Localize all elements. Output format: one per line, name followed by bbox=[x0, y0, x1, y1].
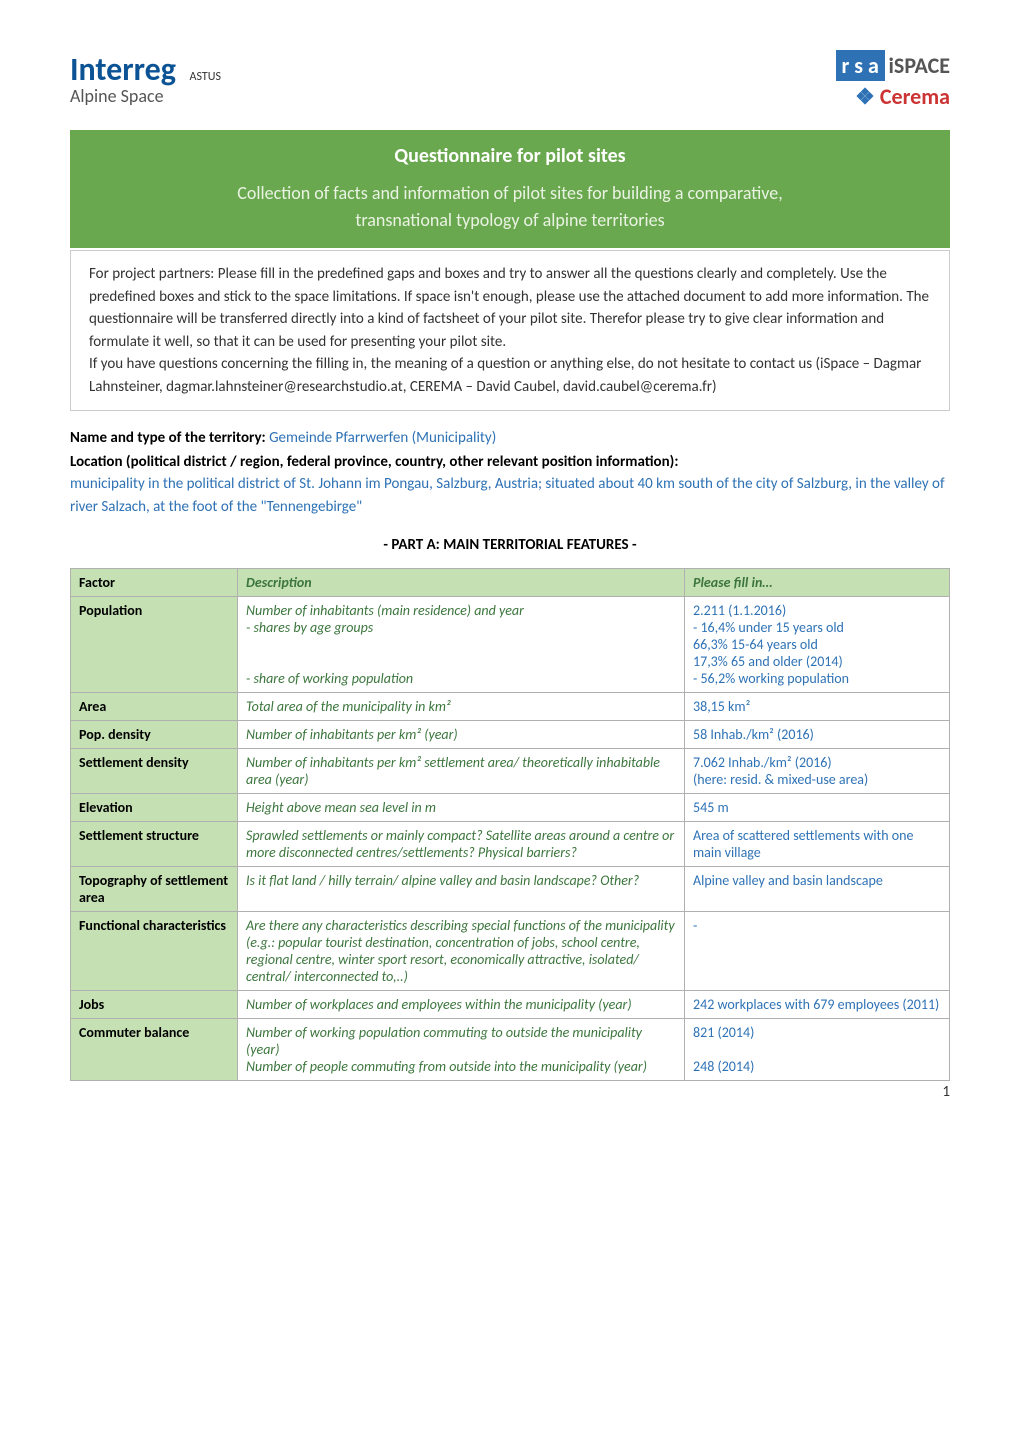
description-cell: Number of working population commuting t… bbox=[238, 1019, 685, 1081]
factor-cell: Area bbox=[71, 693, 238, 721]
title-banner: Questionnaire for pilot sites Collection… bbox=[70, 130, 950, 248]
interreg-logo: Interreg ASTUS Alpine Space bbox=[70, 50, 221, 107]
fill-cell: 821 (2014) 248 (2014) bbox=[685, 1019, 950, 1081]
table-row: Functional characteristicsAre there any … bbox=[71, 912, 950, 991]
factor-cell: Jobs bbox=[71, 991, 238, 1019]
part-heading: - PART A: MAIN TERRITORIAL FEATURES - bbox=[70, 536, 950, 554]
factor-cell: Elevation bbox=[71, 794, 238, 822]
table-row: Settlement structureSprawled settlements… bbox=[71, 822, 950, 867]
page-number: 1 bbox=[942, 1083, 950, 1101]
cerema-text: Cerema bbox=[880, 83, 950, 110]
name-type-value: Gemeinde Pfarrwerfen (Municipality) bbox=[269, 429, 496, 447]
table-row: Settlement densityNumber of inhabitants … bbox=[71, 749, 950, 794]
location-label-line: Location (political district / region, f… bbox=[70, 453, 950, 471]
table-row: AreaTotal area of the municipality in km… bbox=[71, 693, 950, 721]
table-row: Commuter balanceNumber of working popula… bbox=[71, 1019, 950, 1081]
description-cell: Is it flat land / hilly terrain/ alpine … bbox=[238, 867, 685, 912]
cerema-logo: ❖ Cerema bbox=[836, 83, 951, 110]
description-cell: Number of inhabitants per km² (year) bbox=[238, 721, 685, 749]
banner-title: Questionnaire for pilot sites bbox=[90, 144, 930, 168]
banner-sub-line2: transnational typology of alpine territo… bbox=[90, 207, 930, 234]
fill-cell: 545 m bbox=[685, 794, 950, 822]
name-type-label: Name and type of the territory: bbox=[70, 429, 269, 447]
col-factor: Factor bbox=[71, 569, 238, 597]
fill-cell: 2.211 (1.1.2016) - 16,4% under 15 years … bbox=[685, 597, 950, 693]
table-row: Pop. densityNumber of inhabitants per km… bbox=[71, 721, 950, 749]
fill-cell: 58 Inhab./km² (2016) bbox=[685, 721, 950, 749]
header-logos: Interreg ASTUS Alpine Space r s a iSPACE… bbox=[70, 50, 950, 110]
description-cell: Height above mean sea level in m bbox=[238, 794, 685, 822]
description-cell: Total area of the municipality in km² bbox=[238, 693, 685, 721]
factor-cell: Pop. density bbox=[71, 721, 238, 749]
fill-cell: 7.062 Inhab./km² (2016) (here: resid. & … bbox=[685, 749, 950, 794]
alpine-space-text: Alpine Space bbox=[70, 85, 221, 107]
interreg-text: Interreg bbox=[70, 50, 176, 89]
fill-cell: 242 workplaces with 679 employees (2011) bbox=[685, 991, 950, 1019]
factor-cell: Settlement structure bbox=[71, 822, 238, 867]
factor-cell: Commuter balance bbox=[71, 1019, 238, 1081]
factor-cell: Functional characteristics bbox=[71, 912, 238, 991]
table-row: PopulationNumber of inhabitants (main re… bbox=[71, 597, 950, 693]
col-description: Description bbox=[238, 569, 685, 597]
table-row: JobsNumber of workplaces and employees w… bbox=[71, 991, 950, 1019]
fill-cell: Area of scattered settlements with one m… bbox=[685, 822, 950, 867]
description-cell: Sprawled settlements or mainly compact? … bbox=[238, 822, 685, 867]
cerema-icon: ❖ bbox=[855, 83, 875, 110]
astus-badge: ASTUS bbox=[190, 70, 221, 84]
description-cell: Are there any characteristics describing… bbox=[238, 912, 685, 991]
fill-cell: 38,15 km² bbox=[685, 693, 950, 721]
instructions-box: For project partners: Please fill in the… bbox=[70, 250, 950, 411]
description-cell: Number of inhabitants per km² settlement… bbox=[238, 749, 685, 794]
factor-cell: Topography of settlement area bbox=[71, 867, 238, 912]
fill-cell: Alpine valley and basin landscape bbox=[685, 867, 950, 912]
location-label: Location (political district / region, f… bbox=[70, 453, 678, 471]
description-cell: Number of workplaces and employees withi… bbox=[238, 991, 685, 1019]
description-cell: Number of inhabitants (main residence) a… bbox=[238, 597, 685, 693]
name-type-line: Name and type of the territory: Gemeinde… bbox=[70, 429, 950, 447]
ispace-logo: iSPACE bbox=[889, 52, 950, 79]
table-row: ElevationHeight above mean sea level in … bbox=[71, 794, 950, 822]
location-value: municipality in the political district o… bbox=[70, 473, 950, 518]
factor-cell: Population bbox=[71, 597, 238, 693]
fill-cell: - bbox=[685, 912, 950, 991]
right-logos: r s a iSPACE ❖ Cerema bbox=[836, 50, 951, 110]
features-table: Factor Description Please fill in… Popul… bbox=[70, 568, 950, 1081]
table-row: Topography of settlement areaIs it flat … bbox=[71, 867, 950, 912]
col-fill: Please fill in… bbox=[685, 569, 950, 597]
banner-subtitle: Collection of facts and information of p… bbox=[90, 180, 930, 234]
factor-cell: Settlement density bbox=[71, 749, 238, 794]
rsa-logo: r s a bbox=[836, 50, 885, 81]
banner-sub-line1: Collection of facts and information of p… bbox=[90, 180, 930, 207]
